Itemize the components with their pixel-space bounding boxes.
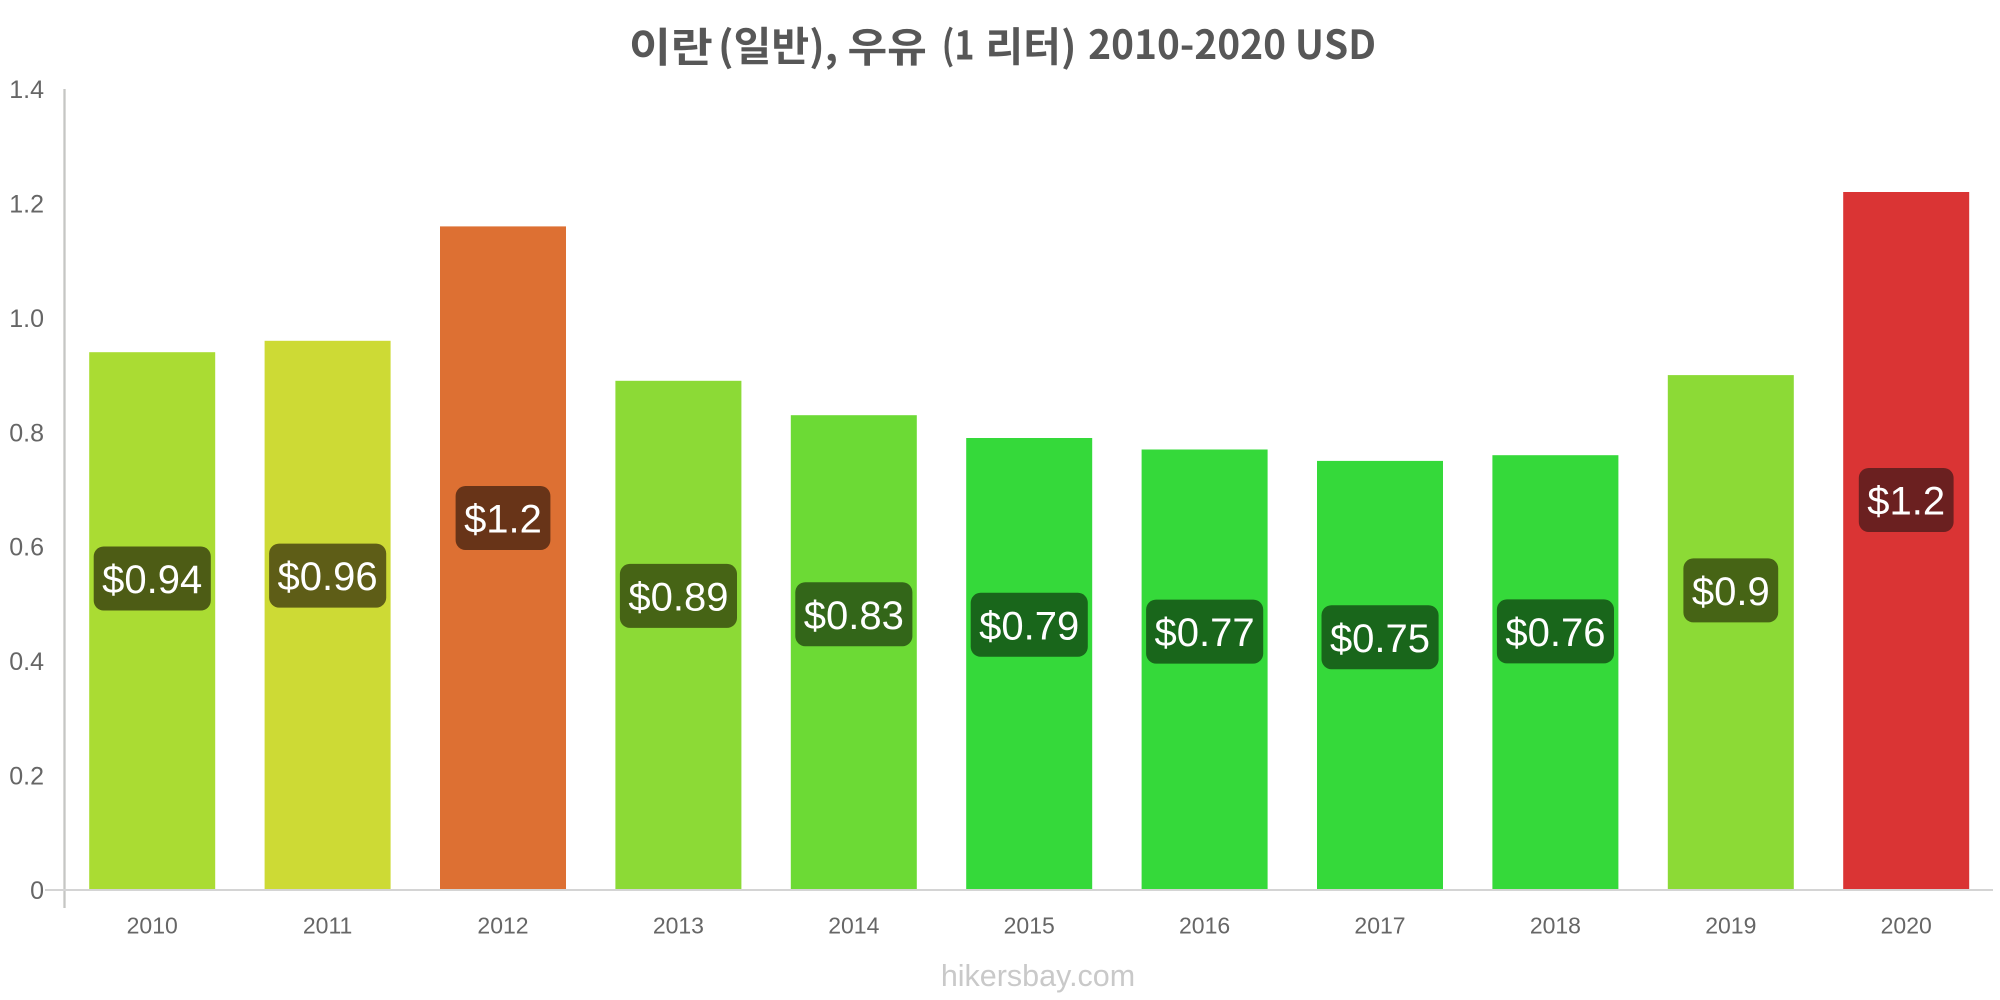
- svg-text:1.4: 1.4: [9, 76, 44, 104]
- svg-text:1.2: 1.2: [9, 191, 44, 219]
- svg-text:0: 0: [30, 877, 44, 905]
- svg-text:$0.77: $0.77: [1155, 611, 1255, 655]
- svg-text:$0.94: $0.94: [102, 558, 202, 602]
- svg-text:2016: 2016: [1179, 913, 1230, 939]
- svg-text:2013: 2013: [653, 913, 704, 939]
- svg-text:2015: 2015: [1004, 913, 1055, 939]
- svg-text:0.8: 0.8: [9, 419, 44, 447]
- svg-text:1.0: 1.0: [9, 305, 44, 333]
- svg-text:hikersbay.com: hikersbay.com: [941, 959, 1135, 993]
- svg-text:2019: 2019: [1705, 913, 1756, 939]
- svg-text:$0.83: $0.83: [804, 594, 904, 638]
- svg-text:$0.79: $0.79: [979, 604, 1079, 648]
- svg-text:0.6: 0.6: [9, 534, 44, 562]
- svg-text:2018: 2018: [1530, 913, 1581, 939]
- svg-text:$1.2: $1.2: [464, 498, 542, 542]
- svg-text:$0.89: $0.89: [628, 576, 728, 620]
- svg-text:2010: 2010: [127, 913, 178, 939]
- svg-text:0.2: 0.2: [9, 763, 44, 791]
- svg-text:$0.76: $0.76: [1505, 611, 1605, 655]
- svg-text:$0.96: $0.96: [278, 555, 378, 599]
- svg-text:$1.2: $1.2: [1867, 480, 1945, 524]
- svg-text:$0.9: $0.9: [1692, 570, 1770, 614]
- svg-text:2017: 2017: [1354, 913, 1405, 939]
- svg-text:0.4: 0.4: [9, 648, 44, 676]
- svg-text:2014: 2014: [828, 913, 879, 939]
- svg-text:$0.75: $0.75: [1330, 617, 1430, 661]
- svg-text:2011: 2011: [303, 913, 352, 939]
- svg-text:2012: 2012: [477, 913, 528, 939]
- svg-text:2020: 2020: [1881, 913, 1932, 939]
